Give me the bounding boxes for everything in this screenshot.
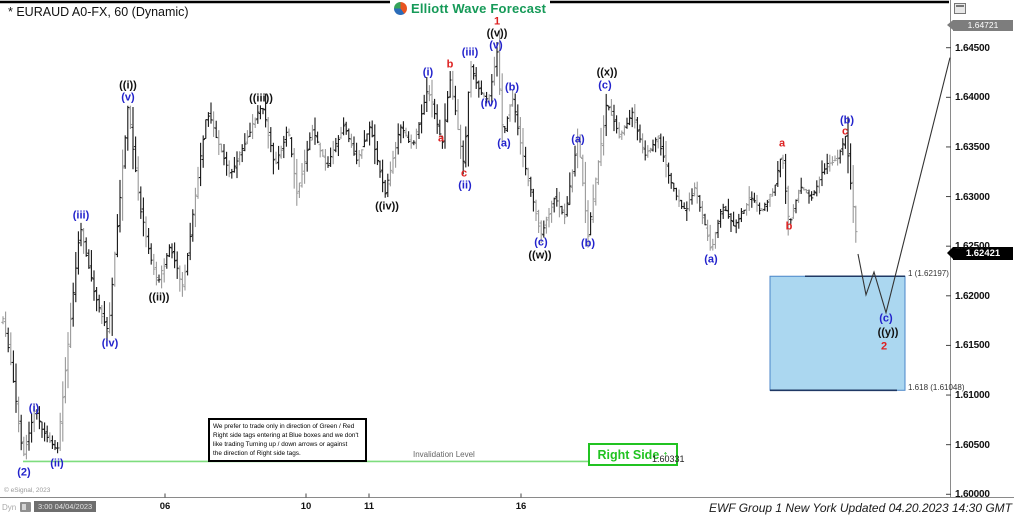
price-tick-label: 1.60000 — [955, 489, 990, 501]
last-price-badge: 1.62421 — [947, 247, 1013, 260]
blue-box-bottom-label: 1.618 (1.61048) — [908, 383, 965, 392]
wave-label: (i) — [28, 402, 40, 415]
up-arrow-icon: ↑ — [662, 447, 669, 462]
right-side-label: Right Side — [597, 447, 660, 462]
wave-label: (c) — [879, 312, 893, 325]
wave-label: (ii) — [458, 179, 472, 192]
price-tick-label: 1.63500 — [955, 141, 990, 153]
blue-box-top-label: 1 (1.62197) — [908, 269, 949, 278]
wave-label: b — [785, 220, 793, 233]
esignal-credit: © eSignal, 2023 — [4, 487, 51, 494]
wave-label: (a) — [571, 133, 585, 146]
wave-label: (c) — [598, 79, 612, 92]
wave-label: (iv) — [101, 337, 119, 350]
price-tick-label: 1.62000 — [955, 290, 990, 302]
wave-label: (b) — [839, 114, 855, 127]
wave-label: (2) — [17, 466, 31, 479]
wave-label: b — [446, 58, 454, 71]
trading-note-box: We prefer to trade only in direction of … — [208, 418, 367, 463]
wave-label: ((x)) — [596, 66, 618, 79]
wave-label: (a) — [704, 253, 718, 266]
wave-label: ((v)) — [486, 27, 508, 40]
restore-window-icon[interactable] — [954, 3, 966, 14]
price-tick-label: 1.61000 — [955, 390, 990, 402]
wave-label: ((i)) — [119, 79, 137, 92]
brand-logo: Elliott Wave Forecast — [390, 0, 551, 16]
wave-label: (iii) — [461, 46, 479, 59]
price-tick-label: 1.61500 — [955, 340, 990, 352]
date-tick-label: 06 — [159, 501, 171, 512]
wave-label: a — [437, 132, 445, 145]
brand-name: Elliott Wave Forecast — [411, 0, 547, 16]
right-side-tag: Right Side ↑ — [588, 443, 678, 466]
wave-label: ((w)) — [528, 249, 552, 262]
forecast-projection-line — [857, 57, 951, 315]
price-tick-label: 1.64500 — [955, 42, 990, 54]
date-tick-label: 16 — [515, 501, 527, 512]
wave-label: c — [460, 167, 468, 180]
date-tick-label: 10 — [300, 501, 312, 512]
invalidation-level-value: 1.60331 — [652, 454, 685, 464]
wave-label: ((y)) — [877, 326, 899, 339]
wave-label: 1 — [493, 15, 501, 28]
trading-note-line: like trading Turning up / down arrows or… — [213, 441, 348, 449]
update-note: EWF Group 1 New York Updated 04.20.2023 … — [708, 501, 1012, 515]
wave-label: (v) — [489, 39, 503, 52]
session-high-badge: 1.64721 — [947, 20, 1013, 31]
wave-label: (c) — [534, 236, 548, 249]
invalidation-level-label: Invalidation Level — [413, 450, 475, 459]
price-tick-label: 1.64000 — [955, 92, 990, 104]
date-tick-label: 11 — [363, 501, 375, 512]
wave-label: a — [778, 137, 786, 150]
wave-label: (ii) — [50, 457, 64, 470]
wave-label: (v) — [121, 91, 135, 104]
trading-note-line: We prefer to trade only in direction of … — [213, 423, 355, 430]
mode-label: Dyn — [2, 503, 17, 512]
first-bar-time-badge: 3:00 04/04/2023 — [34, 501, 97, 512]
wave-label: (a) — [497, 137, 511, 150]
wave-label: ((iii)) — [249, 92, 273, 105]
wave-label: (b) — [504, 81, 520, 94]
price-tick-label: 1.63000 — [955, 191, 990, 203]
wave-label: 2 — [880, 340, 888, 353]
wave-label: c — [841, 125, 849, 138]
blue-box — [769, 275, 906, 391]
ewf-logo-icon — [394, 1, 407, 15]
price-tick-label: 1.60500 — [955, 439, 990, 451]
chart-title: * EURAUD A0-FX, 60 (Dynamic) — [8, 5, 189, 19]
trading-note-line: the direction of Right side tags. — [213, 450, 301, 458]
esignal-icon[interactable] — [20, 502, 31, 512]
wave-label: (b) — [580, 237, 596, 250]
wave-label: ((iv)) — [375, 200, 399, 213]
price-tick-label: 1.62500 — [955, 241, 990, 253]
wave-label: (i) — [422, 66, 434, 79]
trading-note-line: Right side tags entering at Blue boxes a… — [213, 432, 359, 440]
wave-label: (iv) — [480, 97, 498, 110]
wave-label: (iii) — [72, 209, 90, 222]
wave-label: ((ii)) — [148, 291, 170, 304]
